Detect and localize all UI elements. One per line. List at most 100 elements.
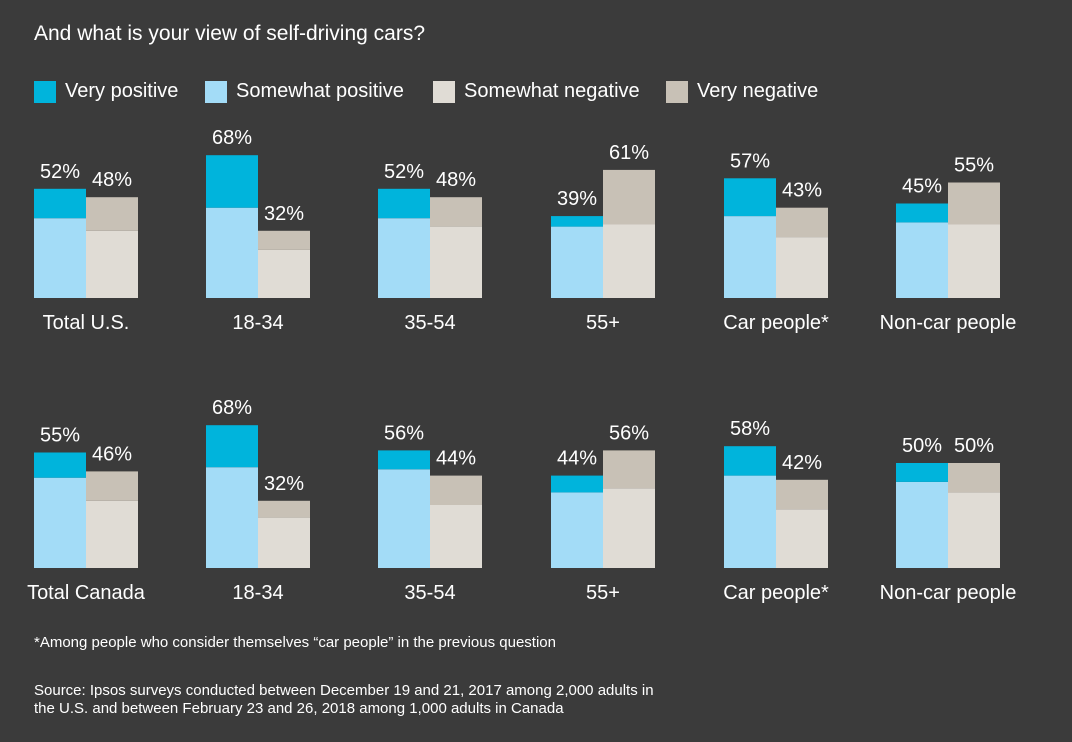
- data-label-negative: 56%: [609, 422, 649, 444]
- bar-somewhat-negative: [258, 249, 310, 298]
- data-label-positive: 45%: [902, 176, 942, 198]
- data-label-negative: 44%: [436, 448, 476, 470]
- legend-item-somewhat-positive: Somewhat positive: [205, 80, 404, 103]
- bar-very-positive: [206, 425, 258, 468]
- category-label: Non-car people: [880, 312, 1017, 334]
- category-label: 55+: [586, 582, 620, 604]
- category-label: 35-54: [404, 312, 455, 334]
- bar-very-negative: [948, 463, 1000, 493]
- data-label-positive: 50%: [902, 435, 942, 457]
- bar-very-negative: [776, 479, 828, 510]
- bar-somewhat-positive: [378, 218, 430, 298]
- bar-somewhat-negative: [603, 488, 655, 568]
- legend-item-very-positive: Very positive: [34, 80, 178, 103]
- legend-label: Somewhat negative: [464, 80, 640, 102]
- legend-swatch: [205, 80, 227, 103]
- legend-swatch: [34, 80, 56, 103]
- bar-very-negative: [86, 471, 138, 501]
- legend-label: Somewhat positive: [236, 80, 404, 102]
- category-label: 18-34: [232, 312, 283, 334]
- footnote: *Among people who consider themselves “c…: [34, 634, 556, 651]
- category-label: Total Canada: [27, 582, 146, 604]
- bar-very-positive: [551, 475, 603, 493]
- bar-somewhat-negative: [258, 517, 310, 568]
- bar-very-negative: [948, 182, 1000, 225]
- bar-very-positive: [34, 188, 86, 219]
- bar-very-positive: [896, 463, 948, 482]
- bar-very-positive: [378, 450, 430, 470]
- bar-very-positive: [724, 446, 776, 476]
- source-line-2: the U.S. and between February 23 and 26,…: [34, 700, 564, 717]
- data-label-positive: 44%: [557, 448, 597, 470]
- data-label-negative: 55%: [954, 155, 994, 177]
- data-label-positive: 52%: [40, 161, 80, 183]
- bar-very-negative: [258, 500, 310, 518]
- category-label: Non-car people: [880, 582, 1017, 604]
- bar-somewhat-negative: [86, 230, 138, 298]
- bar-very-positive: [206, 155, 258, 208]
- data-label-negative: 32%: [264, 473, 304, 495]
- bar-somewhat-positive: [206, 467, 258, 568]
- bar-somewhat-positive: [551, 492, 603, 568]
- bar-somewhat-negative: [86, 500, 138, 568]
- bar-very-positive: [34, 452, 86, 478]
- data-label-positive: 52%: [384, 161, 424, 183]
- legend-item-somewhat-negative: Somewhat negative: [433, 80, 640, 103]
- bar-somewhat-positive: [551, 226, 603, 298]
- bar-very-positive: [378, 188, 430, 219]
- bar-very-negative: [258, 230, 310, 250]
- data-label-negative: 48%: [436, 169, 476, 191]
- data-label-positive: 55%: [40, 425, 80, 447]
- bar-somewhat-positive: [896, 481, 948, 568]
- data-label-positive: 68%: [212, 397, 252, 419]
- data-label-negative: 32%: [264, 203, 304, 225]
- bar-somewhat-positive: [378, 469, 430, 568]
- bar-very-positive: [551, 216, 603, 227]
- bar-somewhat-negative: [430, 226, 482, 298]
- bar-somewhat-positive: [896, 222, 948, 298]
- bar-somewhat-negative: [948, 492, 1000, 568]
- data-label-positive: 68%: [212, 127, 252, 149]
- bar-somewhat-positive: [206, 207, 258, 298]
- legend-swatch: [433, 80, 455, 103]
- bar-somewhat-positive: [34, 477, 86, 568]
- bar-somewhat-negative: [776, 509, 828, 568]
- legend-item-very-negative: Very negative: [666, 80, 818, 103]
- data-label-negative: 46%: [92, 443, 132, 465]
- category-label: Car people*: [723, 312, 829, 334]
- bar-very-negative: [430, 197, 482, 227]
- bar-very-negative: [430, 475, 482, 505]
- bar-very-negative: [776, 207, 828, 238]
- bar-very-positive: [896, 203, 948, 223]
- data-label-positive: 58%: [730, 418, 770, 440]
- chart-title: And what is your view of self-driving ca…: [34, 22, 425, 45]
- data-label-positive: 57%: [730, 150, 770, 172]
- bar-somewhat-negative: [603, 224, 655, 298]
- data-label-positive: 56%: [384, 422, 424, 444]
- bar-very-negative: [603, 450, 655, 489]
- category-label: Total U.S.: [43, 312, 130, 334]
- legend-label: Very negative: [697, 80, 819, 102]
- bar-somewhat-negative: [948, 224, 1000, 298]
- category-label: 55+: [586, 312, 620, 334]
- bar-very-positive: [724, 178, 776, 217]
- data-label-negative: 50%: [954, 435, 994, 457]
- data-label-negative: 48%: [92, 169, 132, 191]
- legend-swatch: [666, 80, 688, 103]
- data-label-positive: 39%: [557, 188, 597, 210]
- data-label-negative: 43%: [782, 180, 822, 202]
- category-label: Car people*: [723, 582, 829, 604]
- bar-very-negative: [603, 169, 655, 225]
- bar-somewhat-negative: [776, 237, 828, 298]
- bar-somewhat-positive: [34, 218, 86, 298]
- source-line-1: Source: Ipsos surveys conducted between …: [34, 682, 654, 699]
- data-label-negative: 42%: [782, 452, 822, 474]
- category-label: 35-54: [404, 582, 455, 604]
- data-label-negative: 61%: [609, 142, 649, 164]
- bar-somewhat-negative: [430, 505, 482, 568]
- bar-very-negative: [86, 197, 138, 231]
- bar-somewhat-positive: [724, 475, 776, 568]
- category-label: 18-34: [232, 582, 283, 604]
